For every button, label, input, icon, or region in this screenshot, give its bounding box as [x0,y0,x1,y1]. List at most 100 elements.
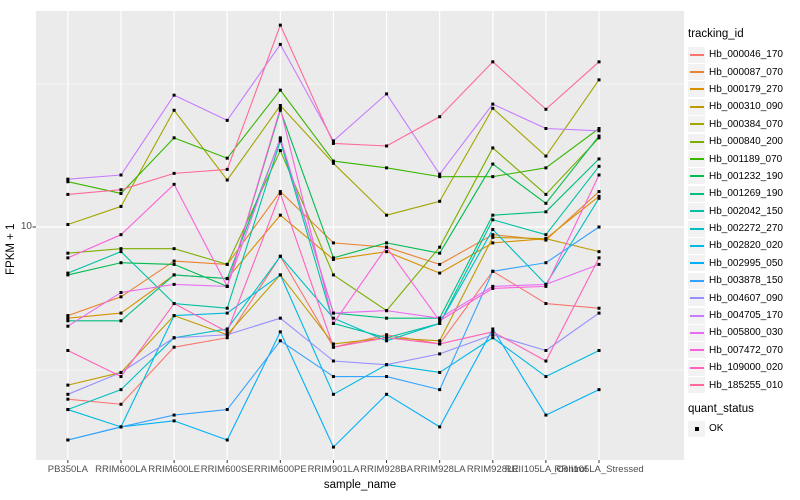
data-point [385,375,389,379]
data-point [66,408,70,412]
data-point [385,250,389,254]
legend-key-swatch [688,81,705,98]
legend-entry: Hb_001189_070 [688,150,798,168]
data-point [331,161,335,165]
data-point [278,103,282,107]
data-point [278,330,282,334]
legend-key-line [689,349,704,352]
legend-entry: Hb_007472_070 [688,342,798,359]
data-point [331,342,335,346]
data-point [278,254,282,258]
data-point [491,102,495,106]
data-point [278,273,282,277]
data-point [66,251,70,255]
data-point [331,316,335,320]
y-axis-tick-label: 10 [20,221,32,232]
x-tick-label-PB350LA: PB350LA [47,464,88,475]
data-point [119,375,123,379]
data-point [66,319,70,323]
legend-label: Hb_002995_050 [709,257,783,269]
legend-key-swatch [688,185,705,202]
data-point [172,273,176,277]
data-point [544,413,548,417]
legend-entry: Hb_185255_010 [688,376,798,394]
data-point [66,316,70,320]
data-point [385,339,389,343]
data-point [544,282,548,286]
data-point [597,164,601,168]
data-point [172,345,176,349]
legend-key-swatch [688,377,705,394]
legend-key-line [689,71,704,74]
data-point [491,233,495,237]
data-point [385,144,389,148]
legend-entry: Hb_000046_170 [688,46,798,63]
data-point [597,348,601,352]
legend-entry: Hb_002820_020 [688,237,798,254]
data-point [225,167,229,171]
data-point [491,213,495,217]
data-point [172,108,176,112]
data-point [331,257,335,261]
legend-key-line [689,192,704,195]
legend-label: Hb_000179_270 [709,83,783,95]
data-point [225,284,229,288]
legend-label: Hb_000310_090 [709,101,783,113]
data-point [225,277,229,281]
data-point [597,134,601,138]
data-point [172,302,176,306]
legend-label: Hb_001269_190 [709,188,783,200]
data-point [491,228,495,232]
legend-label: Hb_002820_020 [709,240,783,252]
data-point [172,282,176,286]
data-point [385,363,389,367]
data-point [331,241,335,245]
data-point [225,330,229,334]
data-point [331,321,335,325]
data-point [119,388,123,392]
legend-entry: Hb_109000_020 [688,359,798,376]
data-point [119,291,123,295]
data-point [544,237,548,241]
data-point [66,192,70,196]
data-point [331,445,335,449]
data-point [597,306,601,310]
data-point [278,42,282,46]
data-point [597,173,601,177]
legend-key-swatch [688,342,705,359]
data-point [597,129,601,133]
data-point [597,196,601,200]
data-point [119,425,123,429]
data-point [172,247,176,251]
data-point [438,172,442,176]
data-point [331,159,335,163]
data-point [331,359,335,363]
data-point [491,60,495,64]
data-point [225,306,229,310]
data-point [597,194,601,198]
data-point [225,333,229,337]
legend-key-line [689,227,704,230]
legend-key-line [689,210,704,213]
x-tick-label-RRII105LA_Control: RRII105LA_Control [504,464,588,475]
black-square-point-icon [694,426,699,431]
data-point [438,425,442,429]
data-point [544,261,548,265]
x-tick-label-RRIM600LA: RRIM600LA [95,464,147,475]
data-point [544,302,548,306]
data-point [597,388,601,392]
legend-label: Hb_185255_010 [709,379,783,391]
legend-key-line [689,262,704,265]
data-point [225,156,229,160]
data-point [172,419,176,423]
quant-key-swatch [688,420,705,437]
legend-key-line [689,105,704,108]
legend-entry: Hb_005800_030 [688,324,798,341]
data-point [491,327,495,331]
legend-key-line [689,158,704,161]
data-point [278,23,282,27]
data-point [278,88,282,92]
data-point [66,256,70,260]
data-point [172,314,176,318]
